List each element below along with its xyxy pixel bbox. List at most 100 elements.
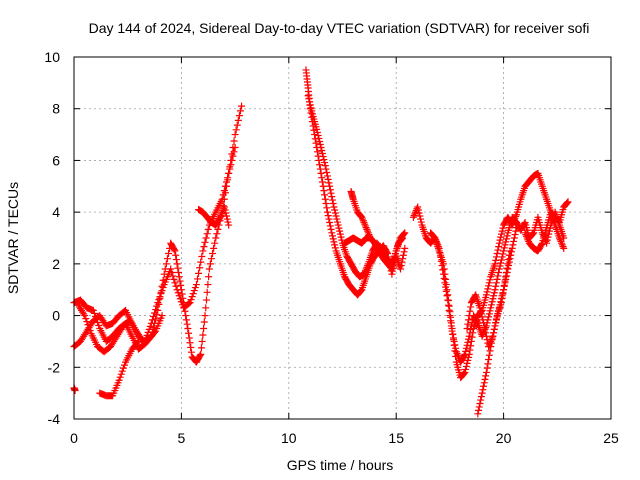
data-point-marker <box>460 370 468 378</box>
y-tick-label: 4 <box>52 204 60 220</box>
data-point-marker <box>439 270 447 278</box>
data-point-marker <box>186 299 194 307</box>
data-point-marker <box>155 296 163 304</box>
data-point-marker <box>219 191 227 199</box>
data-point-marker <box>173 260 181 268</box>
data-point-marker <box>496 262 504 270</box>
x-tick-label: 10 <box>281 430 297 446</box>
data-point-marker <box>313 128 321 136</box>
data-point-marker <box>464 320 472 328</box>
data-point-marker <box>197 350 205 358</box>
data-point-marker <box>185 300 193 308</box>
data-point-marker <box>476 399 484 407</box>
data-point-marker <box>304 92 312 100</box>
data-point-marker <box>186 339 194 347</box>
data-point-marker <box>171 279 179 287</box>
y-tick-label: 2 <box>52 256 60 272</box>
data-point-marker <box>451 341 459 349</box>
data-point-marker <box>502 238 510 246</box>
data-point-marker <box>183 320 191 328</box>
data-point-marker <box>233 121 241 129</box>
data-point-marker <box>194 275 202 283</box>
data-point-marker <box>477 310 485 318</box>
data-point-marker <box>414 203 422 211</box>
data-point-marker <box>559 243 567 251</box>
data-point-marker <box>364 227 372 235</box>
data-point-marker <box>435 244 443 252</box>
data-point-marker <box>308 107 316 115</box>
data-point-marker <box>413 205 421 213</box>
data-point-marker <box>564 198 572 206</box>
data-point-marker <box>332 212 340 220</box>
data-point-marker <box>480 379 488 387</box>
data-point-marker <box>483 288 491 296</box>
data-point-marker <box>320 187 328 195</box>
data-point-marker <box>505 258 513 266</box>
data-point-marker <box>363 263 371 271</box>
data-point-marker <box>312 139 320 147</box>
data-point-marker <box>322 200 330 208</box>
data-point-marker <box>200 325 208 332</box>
data-point-marker <box>227 161 235 169</box>
data-point-marker <box>490 292 498 300</box>
data-point-marker <box>475 406 483 414</box>
data-point-marker <box>495 304 503 312</box>
data-point-marker <box>442 275 450 283</box>
data-point-marker <box>490 289 498 297</box>
data-point-marker <box>560 244 568 252</box>
data-point-marker <box>361 267 369 275</box>
data-point-marker <box>396 265 404 273</box>
data-point-marker <box>500 286 508 294</box>
data-point-marker <box>433 239 441 247</box>
data-point-marker <box>319 182 327 190</box>
data-point-marker <box>223 212 231 220</box>
data-point-marker <box>475 403 483 411</box>
data-point-marker <box>223 178 231 186</box>
data-point-marker <box>323 168 331 176</box>
data-point-marker <box>197 344 205 352</box>
data-point-marker <box>501 279 509 287</box>
data-point-marker <box>159 284 167 292</box>
satellite-track-15 <box>521 198 572 255</box>
data-point-marker <box>200 243 208 251</box>
data-point-marker <box>494 246 502 254</box>
data-point-marker <box>484 285 492 293</box>
data-point-marker <box>465 335 473 343</box>
data-point-marker <box>386 260 394 268</box>
data-point-marker <box>480 382 488 390</box>
data-point-marker <box>218 195 226 203</box>
data-point-marker <box>307 104 315 112</box>
data-point-marker <box>71 387 79 395</box>
data-point-marker <box>200 318 208 326</box>
data-point-marker <box>174 264 182 272</box>
data-point-marker <box>172 282 180 290</box>
data-point-marker <box>169 272 177 280</box>
data-point-marker <box>116 373 124 381</box>
data-point-marker <box>149 312 157 320</box>
data-point-marker <box>170 246 178 254</box>
chart-title: Day 144 of 2024, Sidereal Day-to-day VTE… <box>89 20 590 36</box>
data-point-marker <box>228 156 236 164</box>
data-point-marker <box>201 312 209 320</box>
data-point-marker <box>502 275 510 283</box>
data-point-marker <box>473 318 481 326</box>
data-point-marker <box>203 230 211 238</box>
data-point-marker <box>417 218 425 226</box>
x-tick-label: 25 <box>603 430 619 446</box>
data-point-marker <box>225 169 233 177</box>
data-point-marker <box>182 316 190 324</box>
data-point-marker <box>494 310 502 318</box>
data-point-marker <box>365 231 373 239</box>
data-point-marker <box>326 186 334 194</box>
data-point-marker <box>479 316 487 324</box>
data-point-marker <box>384 250 392 258</box>
data-point-marker <box>210 244 218 252</box>
satellite-track-13 <box>463 247 514 351</box>
data-point-marker <box>465 332 473 340</box>
data-point-marker <box>500 244 508 252</box>
data-point-marker <box>447 317 455 325</box>
data-point-marker <box>317 169 325 177</box>
satellite-track-12 <box>427 208 568 366</box>
data-point-marker <box>157 290 165 298</box>
data-point-marker <box>201 238 209 246</box>
